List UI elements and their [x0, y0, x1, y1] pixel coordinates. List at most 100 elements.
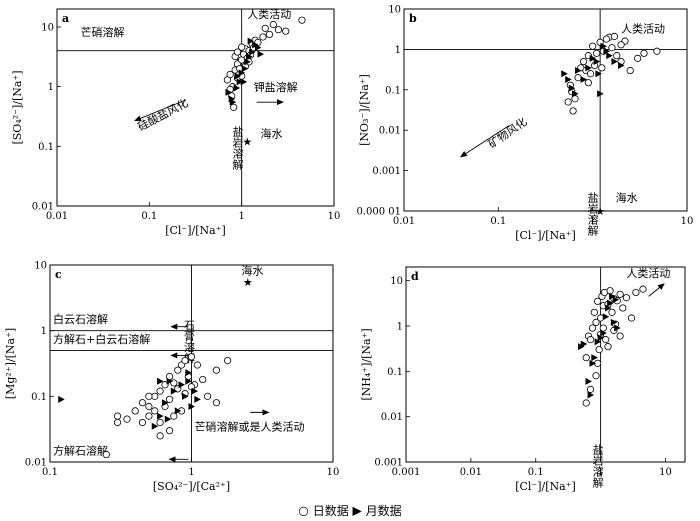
daily-data-point [586, 336, 595, 344]
panel-c: 0.1 1 100.010.1110[SO₄²⁻]/[Ca²⁺][Mg²⁺]/[Na… [4, 261, 339, 494]
monthly-data-point [618, 61, 625, 69]
monthly-data-point [568, 84, 576, 92]
y-tick-label: 0.01 [381, 412, 403, 423]
daily-data-point [212, 399, 221, 407]
daily-data-point [274, 26, 283, 34]
monthly-data-point [565, 75, 572, 83]
monthly-data-point [185, 377, 192, 385]
annotation-label: 海水 [241, 263, 263, 277]
y-tick-label: 1 [395, 45, 401, 56]
monthly-data-point [185, 369, 192, 377]
trend-arrow [134, 99, 187, 122]
seawater-star-icon: ★ [595, 205, 605, 218]
monthly-data-point [151, 422, 159, 430]
x-tick-label: 0.001 [392, 467, 421, 478]
monthly-data-point [257, 50, 265, 58]
daily-data-point [586, 70, 595, 78]
daily-data-point [113, 412, 122, 420]
daily-data-point [616, 332, 624, 340]
monthly-data-point [162, 399, 169, 407]
daily-data-point [165, 427, 174, 435]
x-tick-label: 0.01 [393, 216, 415, 227]
annotation-label: 海水 [616, 191, 638, 205]
daily-data-point [156, 432, 164, 440]
daily-data-point [174, 366, 182, 374]
daily-data-point [269, 20, 277, 29]
y-tick-label: 10 [41, 22, 54, 33]
x-tick-label: 1 [238, 211, 244, 222]
y-axis-label: [NO₃⁻]/[Na⁺] [358, 74, 371, 146]
legend-label-daily: 日数据 [312, 504, 349, 518]
y-tick-label: 10 [34, 261, 47, 272]
annotation-label: 人类活动 [621, 22, 665, 36]
x-tick-label: 1 [597, 467, 603, 478]
daily-data-point [602, 336, 610, 344]
daily-data-point [224, 357, 232, 365]
monthly-data-point [575, 67, 582, 75]
x-tick-label: 1 [589, 216, 595, 227]
daily-data-point [608, 308, 616, 316]
daily-data-point [102, 450, 110, 459]
daily-data-point [622, 294, 631, 302]
annotation-label: 白云石溶解 [53, 312, 108, 326]
daily-data-point [265, 30, 274, 39]
x-tick-label: 1 [188, 467, 194, 478]
monthly-data-point [238, 69, 246, 77]
monthly-data-point [580, 340, 588, 348]
daily-data-point [584, 79, 592, 87]
legend-triangle-icon: ▶ [352, 503, 362, 518]
daily-data-point [602, 35, 611, 43]
panel-letter: c [55, 268, 62, 281]
annotation-label: 矿物风化 [485, 114, 529, 151]
trend-arrow [459, 125, 510, 158]
daily-data-point [590, 308, 598, 316]
daily-data-point [282, 27, 290, 35]
x-tick-label: 0.1 [490, 216, 506, 227]
x-tick-label: 10 [327, 467, 340, 478]
daily-data-point [165, 395, 174, 403]
monthly-data-point [580, 75, 588, 83]
daily-data-point [613, 52, 621, 60]
legend-circle-icon: ○ [298, 503, 309, 518]
x-tick-label: 10 [659, 467, 672, 478]
x-axis-label: [Cl⁻]/[Na⁺] [165, 224, 226, 237]
daily-data-point [261, 24, 269, 32]
monthly-data-point [182, 392, 189, 400]
monthly-data-point [591, 354, 598, 362]
daily-data-point [230, 103, 238, 111]
annotation-label: 芒硝溶解或是人类活动 [194, 420, 304, 434]
monthly-data-point [607, 299, 614, 307]
daily-data-point [151, 407, 159, 415]
annotation-label: 盐岩溶解 [231, 126, 244, 171]
monthly-data-point [236, 78, 244, 86]
daily-data-point [181, 357, 189, 365]
x-tick-label: 10 [681, 216, 694, 227]
daily-data-point [170, 412, 178, 420]
daily-data-point [626, 66, 634, 75]
daily-data-point [606, 287, 614, 295]
daily-data-point [145, 392, 153, 400]
daily-data-point [594, 297, 602, 305]
x-axis-label: [SO₄²⁻]/[Ca²⁺] [153, 480, 230, 493]
monthly-data-point [594, 338, 602, 346]
daily-data-point [151, 392, 159, 400]
y-tick-label: 10 [390, 276, 403, 287]
plot-frame [403, 8, 688, 212]
annotation-label: 钾盐溶解 [254, 80, 298, 94]
monthly-data-point [254, 44, 262, 52]
daily-data-point [187, 353, 196, 361]
annotation-label: 方解石+白云石溶解 [53, 332, 150, 346]
daily-data-point [589, 42, 597, 50]
monthly-data-point [600, 329, 607, 337]
monthly-data-point [585, 377, 592, 385]
panel-b: 0.01 0.1 1 10 0.000 01 0.001 0.01 0.1 1 10 [Cl⁻]/[… [356, 5, 693, 243]
daily-data-point [582, 399, 590, 407]
daily-data-point [564, 98, 572, 106]
y-tick-label: 1 [397, 321, 403, 332]
monthly-data-point [229, 98, 237, 106]
monthly-data-point [247, 37, 255, 45]
annotation-label: 石膏溶解 [182, 319, 195, 364]
daily-data-point [617, 41, 625, 49]
plot-frame [405, 266, 686, 463]
monthly-data-point [561, 70, 568, 78]
